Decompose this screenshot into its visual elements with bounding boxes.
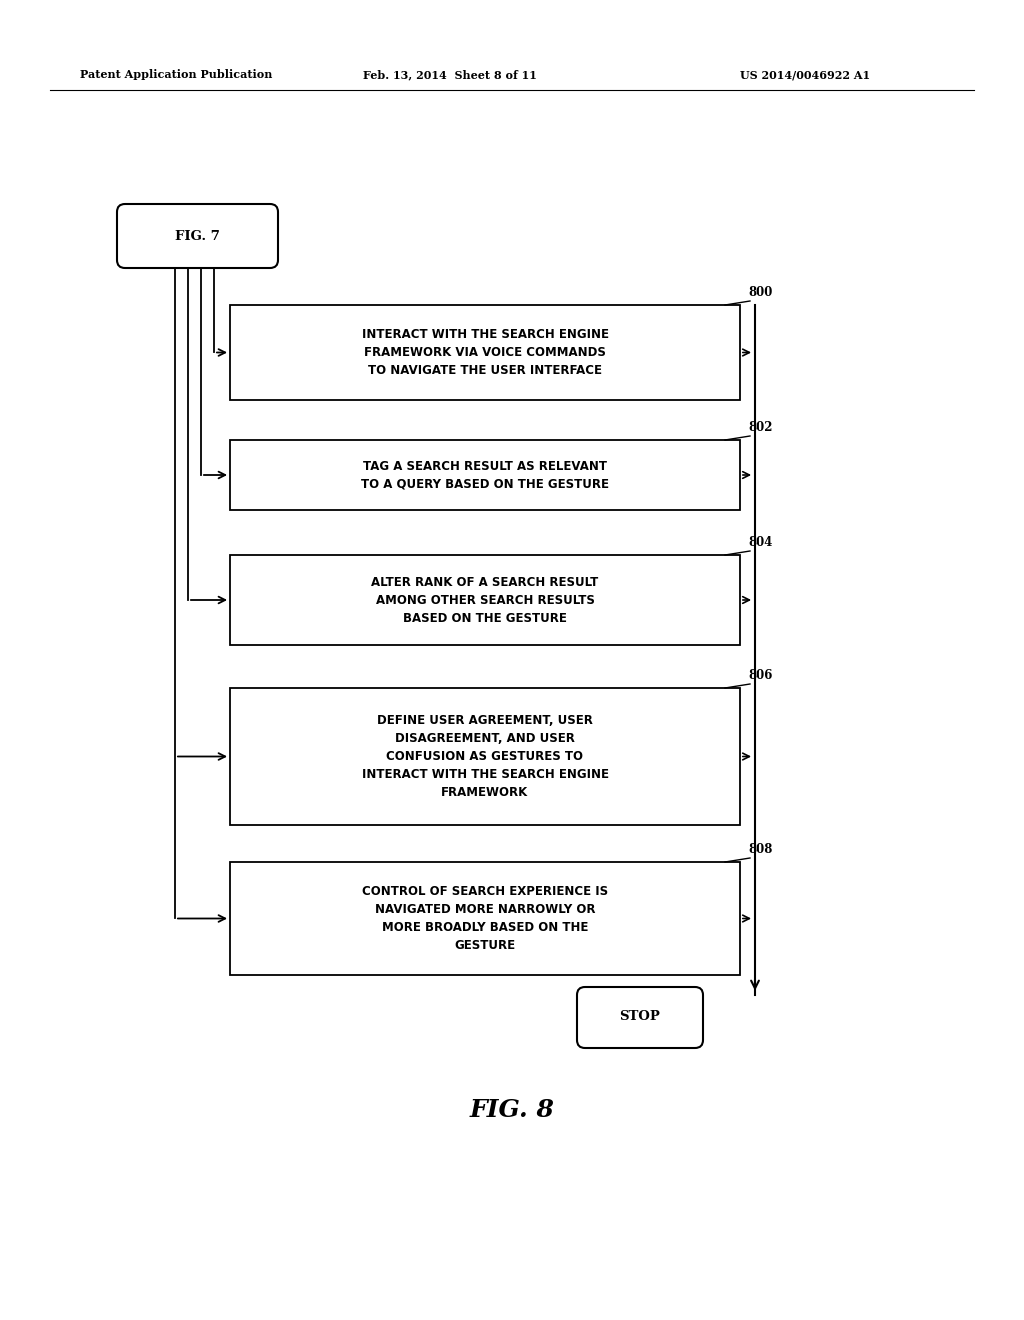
- Text: 800: 800: [748, 286, 772, 300]
- Text: DEFINE USER AGREEMENT, USER
DISAGREEMENT, AND USER
CONFUSION AS GESTURES TO
INTE: DEFINE USER AGREEMENT, USER DISAGREEMENT…: [361, 714, 608, 799]
- Bar: [230, 554, 740, 645]
- Bar: [230, 305, 740, 400]
- Text: 806: 806: [748, 669, 772, 682]
- Text: Feb. 13, 2014  Sheet 8 of 11: Feb. 13, 2014 Sheet 8 of 11: [364, 70, 537, 81]
- Text: 804: 804: [748, 536, 772, 549]
- Bar: [230, 440, 740, 510]
- Text: FIG. 7: FIG. 7: [175, 230, 220, 243]
- FancyBboxPatch shape: [577, 987, 703, 1048]
- Text: 802: 802: [748, 421, 772, 434]
- Bar: [230, 862, 740, 975]
- Text: Patent Application Publication: Patent Application Publication: [80, 70, 272, 81]
- Text: CONTROL OF SEARCH EXPERIENCE IS
NAVIGATED MORE NARROWLY OR
MORE BROADLY BASED ON: CONTROL OF SEARCH EXPERIENCE IS NAVIGATE…: [361, 884, 608, 952]
- Text: INTERACT WITH THE SEARCH ENGINE
FRAMEWORK VIA VOICE COMMANDS
TO NAVIGATE THE USE: INTERACT WITH THE SEARCH ENGINE FRAMEWOR…: [361, 327, 608, 378]
- Bar: [230, 688, 740, 825]
- Text: 808: 808: [748, 843, 772, 855]
- Text: ALTER RANK OF A SEARCH RESULT
AMONG OTHER SEARCH RESULTS
BASED ON THE GESTURE: ALTER RANK OF A SEARCH RESULT AMONG OTHE…: [372, 576, 599, 624]
- Text: FIG. 8: FIG. 8: [470, 1098, 554, 1122]
- Text: TAG A SEARCH RESULT AS RELEVANT
TO A QUERY BASED ON THE GESTURE: TAG A SEARCH RESULT AS RELEVANT TO A QUE…: [361, 459, 609, 491]
- FancyBboxPatch shape: [117, 205, 278, 268]
- Text: US 2014/0046922 A1: US 2014/0046922 A1: [740, 70, 870, 81]
- Text: STOP: STOP: [620, 1011, 660, 1023]
